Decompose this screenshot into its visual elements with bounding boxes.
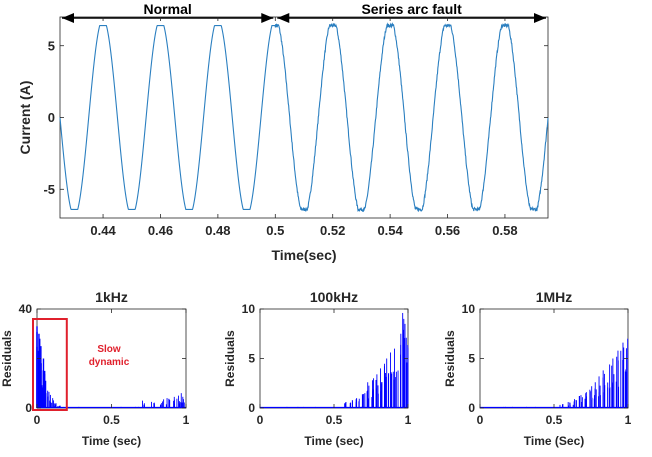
- y-tick-label: 5: [468, 352, 475, 366]
- plot-area: [479, 308, 629, 409]
- y-tick-label: 40: [19, 302, 33, 316]
- chart-title: 100kHz: [310, 289, 358, 305]
- annotation-label: Series arc fault: [361, 1, 462, 17]
- y-axis-label: Residuals: [0, 330, 14, 387]
- x-tick-label: 0: [257, 413, 264, 427]
- chart-title: 1MHz: [536, 289, 573, 305]
- x-tick-label: 0.58: [492, 223, 517, 238]
- x-tick-label: 1: [183, 413, 190, 427]
- residual-bars: [259, 312, 409, 408]
- x-tick-label: 1: [625, 413, 632, 427]
- x-tick-label: 1: [405, 413, 412, 427]
- plot-area: [59, 16, 549, 219]
- x-axis-label: Time (sec): [304, 434, 363, 448]
- x-tick-label: 0: [477, 413, 484, 427]
- x-tick-label: 0.5: [326, 413, 343, 427]
- chart-title: 1kHz: [95, 289, 128, 305]
- x-tick-label: 0.5: [266, 223, 284, 238]
- y-tick-label: 0: [48, 110, 55, 125]
- x-tick-label: 0.54: [377, 223, 403, 238]
- x-tick-label: 0: [34, 413, 41, 427]
- residual-bars: [481, 338, 629, 408]
- chart-1: Normal Series arc fault 0.44 0.46 0.48 0.5 0.5…: [17, 1, 549, 263]
- x-tick-label: 0.5: [546, 413, 563, 427]
- y-axis-label: Current (A): [17, 81, 33, 155]
- arrow-head-right: [534, 13, 546, 23]
- y-tick-label: 0: [468, 401, 475, 415]
- x-tick-label: 0.56: [435, 223, 460, 238]
- highlight-box: [32, 318, 68, 411]
- current-waveform-line: [59, 22, 549, 213]
- x-tick-label: 0.52: [320, 223, 345, 238]
- y-tick-label: 5: [248, 352, 255, 366]
- y-tick-label: 5: [48, 38, 55, 53]
- arrow-head-left: [62, 13, 74, 23]
- x-tick-label: 0.44: [90, 223, 116, 238]
- x-axis-label: Time (Sec): [524, 434, 584, 448]
- y-tick-label: 0: [248, 401, 255, 415]
- x-tick-label: 0.46: [148, 223, 173, 238]
- y-axis-label: Residuals: [443, 330, 457, 387]
- arrow-head-right: [261, 13, 274, 23]
- arrow-head-left: [277, 13, 290, 23]
- x-tick-label: 0.5: [103, 413, 120, 427]
- y-tick-label: 10: [462, 302, 476, 316]
- x-axis-label: Time (sec): [82, 434, 141, 448]
- y-tick-label: 10: [242, 302, 256, 316]
- y-axis-label: Residuals: [223, 330, 237, 387]
- x-axis-label: Time(sec): [271, 247, 336, 263]
- highlight-label-line-2: dynamic: [89, 357, 130, 368]
- x-tick-label: 0.48: [205, 223, 230, 238]
- y-tick-label: 0: [25, 401, 32, 415]
- annotation-label: Normal: [144, 1, 192, 17]
- highlight-label-line-1: Slow: [97, 344, 121, 355]
- y-tick-label: -5: [43, 182, 55, 197]
- chart-2: 1kHz Slow dynamic 0 0.5 1 0 40 Time (sec) Residua…: [0, 289, 190, 448]
